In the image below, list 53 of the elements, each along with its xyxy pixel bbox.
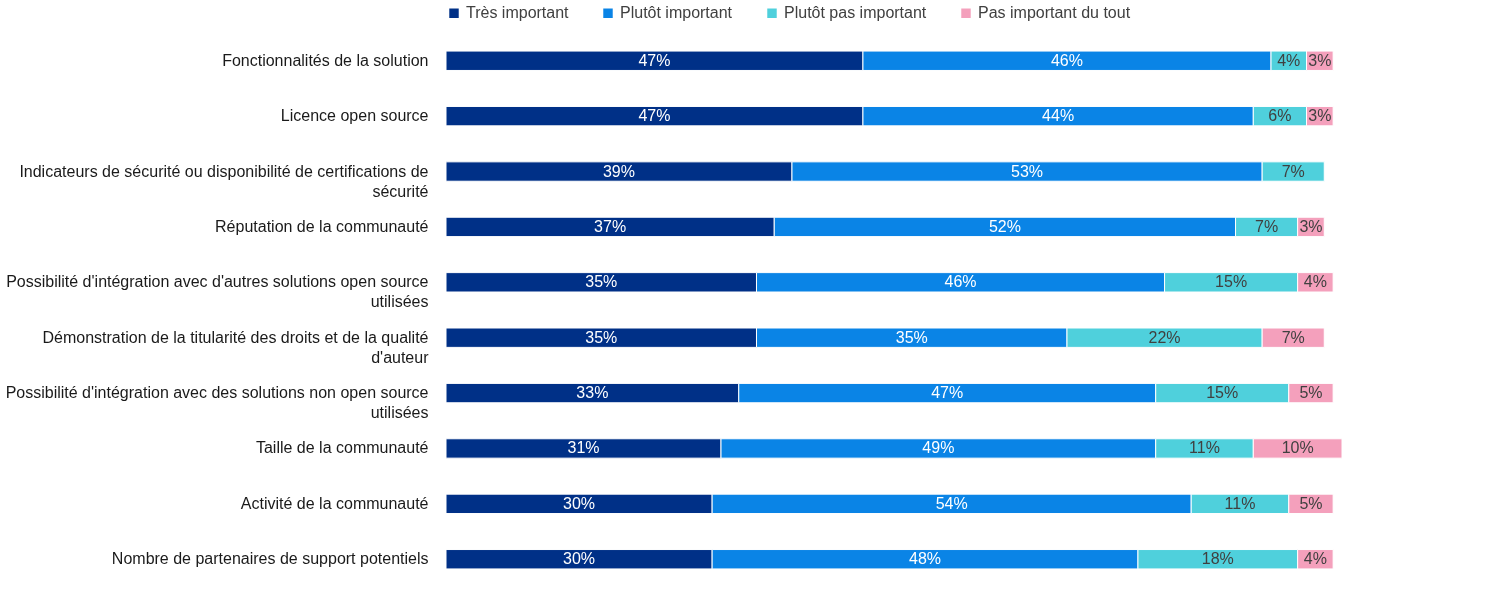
- data-label: 7%: [1281, 162, 1305, 180]
- data-label: 35%: [585, 328, 618, 346]
- data-label: 30%: [563, 550, 596, 568]
- data-label: 47%: [931, 384, 964, 402]
- data-label: 35%: [895, 328, 928, 346]
- data-label: 3%: [1308, 51, 1332, 69]
- data-label: 15%: [1206, 384, 1239, 402]
- y-tick-label: Possibilité d'intégration avec d'autres solutions open source utilisées: [6, 273, 429, 311]
- data-label: 48%: [909, 550, 942, 568]
- data-label: 7%: [1255, 217, 1279, 235]
- data-label: 18%: [1201, 550, 1234, 568]
- data-label: 54%: [935, 494, 968, 512]
- y-tick-label: Réputation de la communauté: [215, 217, 429, 235]
- data-label: 52%: [988, 217, 1021, 235]
- data-label: 44%: [1042, 107, 1075, 125]
- legend-label: Pas important du tout: [978, 4, 1131, 22]
- y-tick-label: Démonstration de la titularité des droits et de la qualité d'auteur: [42, 328, 430, 366]
- data-label: 4%: [1303, 550, 1327, 568]
- data-label: 47%: [638, 51, 671, 69]
- data-label: 11%: [1224, 494, 1256, 512]
- data-label: 39%: [602, 162, 636, 180]
- data-label: 11%: [1189, 439, 1220, 457]
- y-tick-label: Indicateurs de sécurité ou disponibilité de certifications de sécurité: [19, 162, 429, 200]
- data-label: 3%: [1299, 217, 1323, 235]
- data-label: 5%: [1299, 384, 1323, 402]
- data-label: 22%: [1148, 328, 1181, 346]
- data-label: 46%: [944, 273, 977, 291]
- y-tick-label: Activité de la communauté: [240, 494, 429, 512]
- y-tick-label: Fonctionnalités de la solution: [222, 51, 429, 69]
- data-label: 5%: [1299, 494, 1323, 512]
- legend-label: Très important: [466, 4, 570, 22]
- data-label: 15%: [1215, 273, 1248, 291]
- y-tick-label: Licence open source: [280, 107, 429, 125]
- data-label: 6%: [1268, 107, 1292, 125]
- data-label: 35%: [585, 273, 618, 291]
- y-tick-label: Possibilité d'intégration avec des solutions non open source utilisées: [5, 384, 429, 422]
- data-label: 47%: [638, 107, 671, 125]
- data-label: 46%: [1050, 51, 1084, 69]
- data-label: 4%: [1303, 273, 1327, 291]
- data-label: 49%: [922, 439, 955, 457]
- data-label: 37%: [594, 217, 627, 235]
- data-label: 33%: [576, 384, 609, 402]
- data-label: 53%: [1011, 162, 1044, 180]
- data-label: 3%: [1308, 107, 1332, 125]
- data-label: 4%: [1277, 51, 1301, 69]
- data-label: 30%: [563, 494, 596, 512]
- data-label: 7%: [1281, 328, 1305, 346]
- y-tick-label: Taille de la communauté: [255, 439, 429, 457]
- data-label: 10%: [1281, 439, 1314, 457]
- legend-label: Plutôt important: [620, 4, 733, 22]
- y-tick-label: Nombre de partenaires de support potentiels: [111, 550, 429, 568]
- legend-label: Plutôt pas important: [784, 4, 927, 22]
- data-label: 31%: [567, 439, 600, 457]
